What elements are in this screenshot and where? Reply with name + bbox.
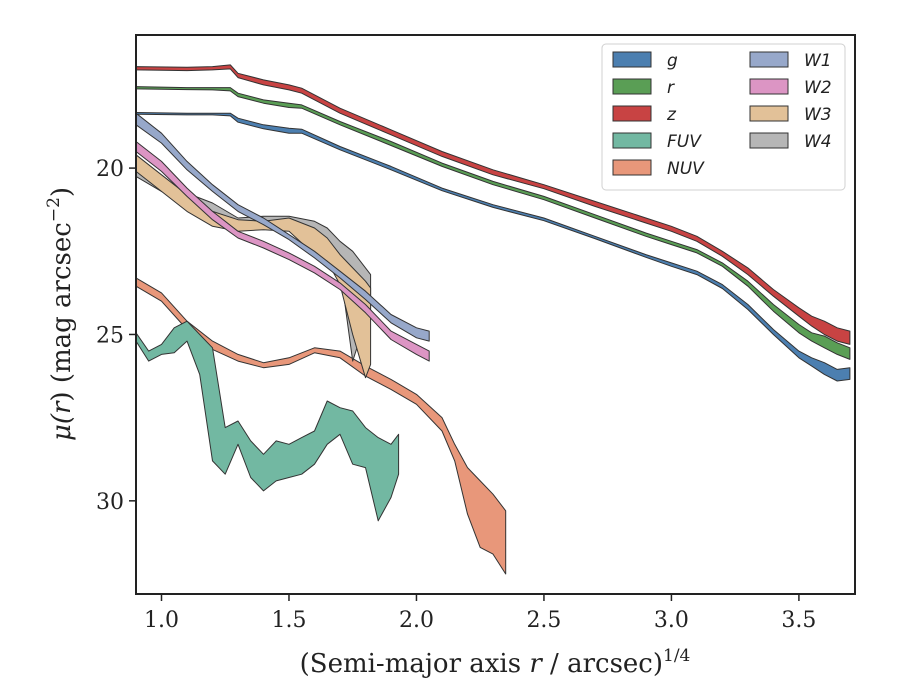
y-tick-label: 20 (96, 157, 124, 182)
legend-label-r: r (667, 78, 675, 98)
x-tick-label: 3.5 (781, 608, 816, 633)
legend-label-w2: W2 (804, 78, 832, 98)
x-tick-label: 2.0 (399, 608, 434, 633)
legend-swatch-w3 (749, 105, 789, 122)
x-tick-label: 1.0 (144, 608, 179, 633)
x-tick-label: 2.5 (526, 608, 561, 633)
legend-label-nuv: NUV (667, 159, 705, 179)
y-axis-title: μ(r) (mag arcsec−2) (44, 187, 77, 441)
legend-swatch-g (612, 51, 652, 68)
series-bands (135, 64, 851, 575)
plot-frame (135, 34, 856, 595)
band-g (135, 112, 851, 382)
legend-swatch-w1 (749, 51, 789, 68)
legend-swatch-nuv (612, 159, 652, 176)
band-w1 (135, 112, 430, 342)
x-axis: 1.0 1.5 2.0 2.5 3.0 3.5 (144, 594, 816, 633)
y-tick-label: 25 (96, 323, 124, 348)
legend-label-fuv: FUV (667, 132, 702, 152)
y-tick-label: 30 (96, 490, 124, 515)
legend-label-w3: W3 (804, 105, 832, 125)
band-z (135, 64, 851, 345)
band-w2 (135, 141, 430, 362)
band-r (135, 86, 851, 360)
band-nuv (135, 277, 507, 575)
legend-swatch-w4 (749, 132, 789, 149)
x-axis-title: (Semi-major axis r / arcsec)1/4 (300, 646, 691, 679)
legend-label-w1: W1 (804, 51, 832, 71)
legend-label-w4: W4 (804, 132, 832, 152)
x-tick-label: 3.0 (654, 608, 689, 633)
legend-swatch-w2 (749, 78, 789, 95)
y-axis: 20 25 30 (96, 157, 136, 515)
legend-swatch-r (612, 78, 652, 95)
legend-label-g: g (667, 51, 678, 71)
legend-swatch-fuv (612, 132, 652, 149)
band-fuv (135, 320, 400, 522)
legend-swatch-z (612, 105, 652, 122)
legend: grz FUV NUV W1 W2 W3 W4 (601, 43, 846, 191)
x-tick-label: 1.5 (271, 608, 306, 633)
legend-label-z: z (666, 105, 677, 125)
band-w3 (135, 154, 372, 379)
